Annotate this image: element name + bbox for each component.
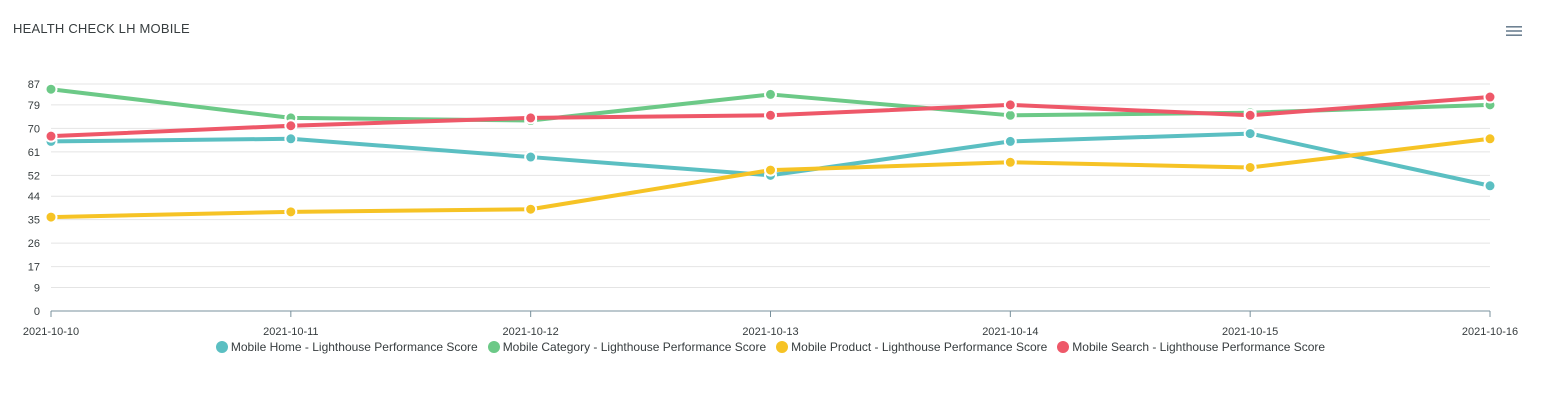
y-tick-label: 79 (28, 100, 40, 112)
x-tick-label: 2021-10-10 (23, 326, 79, 338)
legend-item[interactable]: Mobile Category - Lighthouse Performance… (487, 340, 767, 354)
y-axis-tick-labels: 0 9 17 26 35 44 52 61 70 79 87 (28, 79, 40, 318)
y-tick-label: 87 (28, 79, 40, 91)
x-tick-label: 2021-10-12 (503, 326, 559, 338)
y-tick-label: 9 (34, 283, 40, 295)
legend-item[interactable]: Mobile Product - Lighthouse Performance … (776, 340, 1047, 354)
y-tick-label: 26 (28, 238, 40, 250)
x-tick-label: 2021-10-15 (1222, 326, 1278, 338)
y-tick-label: 17 (28, 262, 40, 274)
x-axis-tick-labels: 2021-10-10 2021-10-11 2021-10-12 2021-10-13… (23, 326, 1518, 338)
data-point-series-3 (1243, 160, 1257, 174)
y-tick-label: 44 (28, 191, 40, 203)
x-tick-label: 2021-10-13 (742, 326, 798, 338)
data-point-series-1 (1243, 127, 1257, 141)
data-point-series-3 (1003, 155, 1017, 169)
legend-marker (776, 341, 789, 353)
data-point-series-1 (284, 132, 298, 146)
data-point-series-4 (284, 119, 298, 133)
chart-menu-button[interactable] (1500, 19, 1528, 43)
data-point-series-1 (1483, 179, 1497, 193)
y-tick-label: 35 (28, 215, 40, 227)
y-tick-label: 70 (28, 123, 40, 135)
data-point-series-2 (44, 82, 58, 96)
legend-marker (1057, 341, 1070, 353)
hamburger-menu-icon (1506, 26, 1522, 36)
data-point-series-4 (524, 111, 538, 125)
data-point-series-4 (1483, 90, 1497, 104)
y-tick-label: 0 (34, 306, 40, 318)
data-point-series-2 (764, 87, 777, 101)
data-point-series-3 (1483, 132, 1497, 146)
legend-label: Mobile Home - Lighthouse Performance Sco… (230, 340, 478, 354)
data-point-series-1 (1003, 134, 1017, 148)
legend-item[interactable]: Mobile Home - Lighthouse Performance Sco… (215, 340, 478, 354)
legend-item[interactable]: Mobile Search - Lighthouse Performance S… (1057, 340, 1325, 354)
chart-legend: Mobile Home - Lighthouse Performance Sco… (0, 340, 1541, 354)
legend-label: Mobile Category - Lighthouse Performance… (502, 340, 767, 354)
chart-title: HEALTH CHECK LH MOBILE (13, 21, 190, 36)
data-point-series-3 (284, 205, 298, 219)
legend-marker (215, 341, 228, 353)
legend-marker (487, 341, 500, 353)
data-point-series-4 (764, 108, 777, 122)
x-tick-label: 2021-10-11 (263, 326, 318, 338)
data-point-series-3 (44, 210, 58, 224)
y-tick-label: 61 (28, 147, 40, 159)
x-axis (50, 310, 1491, 317)
y-tick-label: 52 (28, 170, 40, 182)
series-markers (44, 82, 1497, 224)
data-point-series-3 (524, 202, 538, 216)
data-point-series-2 (1003, 108, 1017, 122)
data-point-series-4 (1003, 98, 1017, 112)
data-point-series-4 (44, 129, 58, 143)
series-lines (49, 87, 1492, 220)
data-point-series-1 (524, 150, 538, 164)
legend-label: Mobile Search - Lighthouse Performance S… (1072, 340, 1326, 354)
data-point-series-4 (1243, 108, 1257, 122)
data-point-series-3 (764, 163, 777, 177)
legend-label: Mobile Product - Lighthouse Performance … (791, 340, 1048, 354)
x-tick-label: 2021-10-16 (1462, 326, 1518, 338)
x-tick-label: 2021-10-14 (982, 326, 1038, 338)
